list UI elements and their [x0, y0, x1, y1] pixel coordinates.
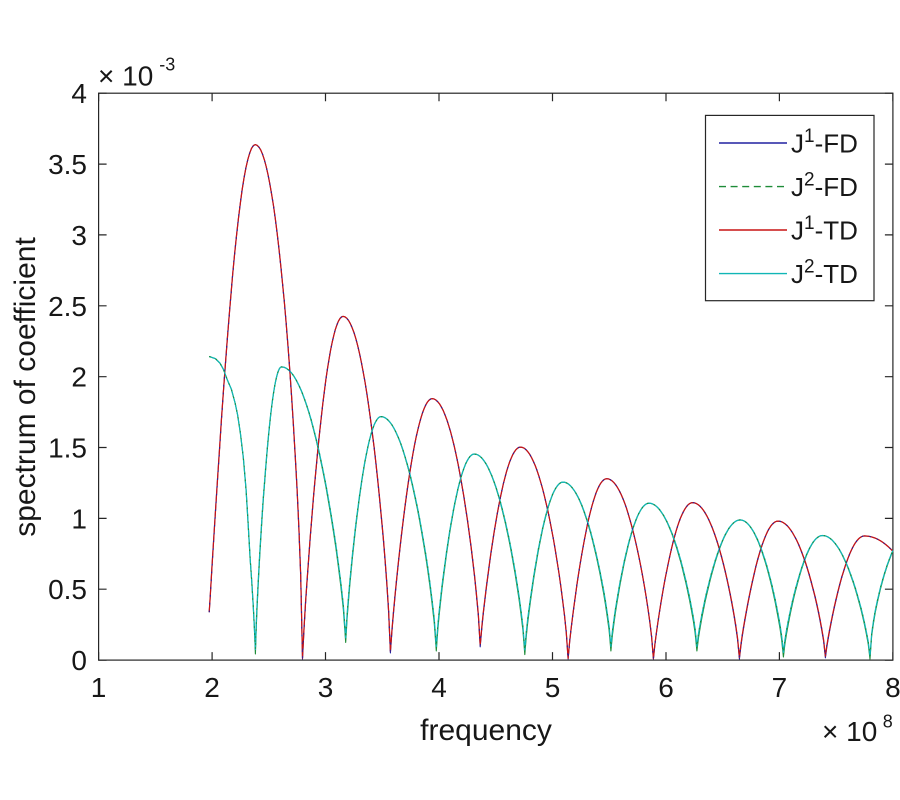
svg-text:0.5: 0.5	[48, 574, 87, 605]
svg-text:1: 1	[91, 672, 107, 703]
svg-text:J1-TD: J1-TD	[791, 213, 858, 246]
svg-text:3.5: 3.5	[48, 149, 87, 180]
svg-text:0: 0	[71, 645, 87, 676]
svg-text:8: 8	[885, 672, 900, 703]
svg-text:frequency: frequency	[420, 714, 552, 747]
svg-text:4: 4	[71, 78, 87, 109]
svg-text:1.5: 1.5	[48, 433, 87, 464]
svg-text:1: 1	[71, 503, 87, 534]
svg-text:6: 6	[658, 672, 674, 703]
svg-text:2.5: 2.5	[48, 291, 87, 322]
svg-text:spectrum of coefficient: spectrum of coefficient	[9, 237, 42, 537]
svg-text:3: 3	[318, 672, 334, 703]
svg-text:7: 7	[772, 672, 788, 703]
svg-text:J2-TD: J2-TD	[791, 257, 858, 290]
svg-text:4: 4	[431, 672, 447, 703]
svg-text:5: 5	[545, 672, 561, 703]
svg-text:× 10-3: × 10 -3	[98, 55, 175, 92]
svg-text:J1-FD: J1-FD	[791, 126, 858, 159]
svg-text:2: 2	[71, 362, 87, 393]
svg-text:2: 2	[204, 672, 220, 703]
svg-text:3: 3	[71, 220, 87, 251]
svg-text:J2-FD: J2-FD	[791, 170, 858, 203]
svg-text:× 108: × 10 8	[822, 712, 893, 748]
